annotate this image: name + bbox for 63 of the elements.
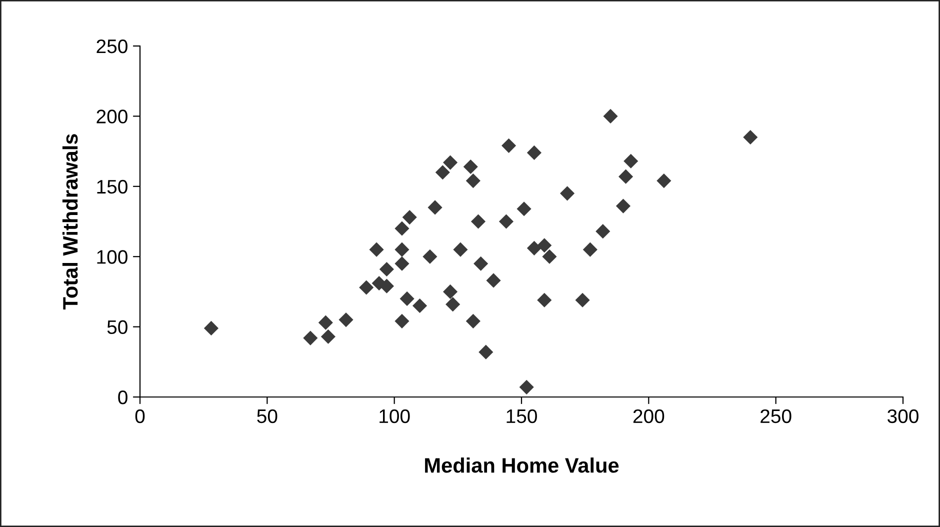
point <box>435 165 450 180</box>
x-tick-label: 100 <box>380 409 410 424</box>
point <box>318 315 333 330</box>
point <box>320 329 336 344</box>
point <box>369 242 384 257</box>
point <box>603 108 618 124</box>
point <box>537 238 552 253</box>
point <box>412 298 428 314</box>
point <box>470 214 486 229</box>
point <box>560 186 575 201</box>
point <box>466 174 480 188</box>
y-tick-label: 200 <box>96 110 128 124</box>
point <box>575 292 590 308</box>
point <box>498 214 514 229</box>
y-tick-label: 150 <box>97 180 128 194</box>
point <box>422 249 438 264</box>
point <box>516 202 532 216</box>
y-tick-label: 250 <box>96 39 128 54</box>
point <box>443 155 458 170</box>
y-tick-label: 100 <box>97 250 128 264</box>
x-tick-label: 0 <box>135 409 145 424</box>
x-tick-label: 250 <box>760 409 792 424</box>
point <box>618 169 634 184</box>
point <box>394 256 410 271</box>
y-tick-label: 0 <box>118 390 128 404</box>
point <box>542 249 557 264</box>
point <box>204 320 218 336</box>
point <box>379 262 394 277</box>
point <box>303 330 318 346</box>
point <box>463 159 478 174</box>
point <box>526 240 542 256</box>
point <box>338 312 354 328</box>
point <box>743 130 758 145</box>
y-axis-title: Total Withdrawals <box>62 134 78 310</box>
point <box>486 273 501 288</box>
point <box>394 314 410 328</box>
point <box>402 210 417 225</box>
point <box>394 242 410 257</box>
point <box>502 138 516 153</box>
point <box>582 242 598 257</box>
point <box>624 154 638 168</box>
point <box>359 280 374 295</box>
x-tick-label: 300 <box>888 409 918 424</box>
point <box>474 256 488 271</box>
point <box>428 200 442 215</box>
x-tick-label: 150 <box>506 409 537 424</box>
x-tick-label: 50 <box>257 409 278 424</box>
point <box>394 221 410 236</box>
point <box>526 145 542 160</box>
x-tick-label: 200 <box>633 409 664 424</box>
point <box>537 292 552 308</box>
point <box>478 344 494 360</box>
point <box>656 174 672 188</box>
x-axis-title: Median Home Value <box>425 457 619 473</box>
y-tick-label: 50 <box>107 320 128 334</box>
point <box>453 242 468 257</box>
point <box>596 224 610 239</box>
point <box>400 291 414 306</box>
point <box>466 314 480 328</box>
point <box>446 297 460 312</box>
point <box>443 284 458 299</box>
point <box>616 198 631 214</box>
point <box>519 380 534 394</box>
